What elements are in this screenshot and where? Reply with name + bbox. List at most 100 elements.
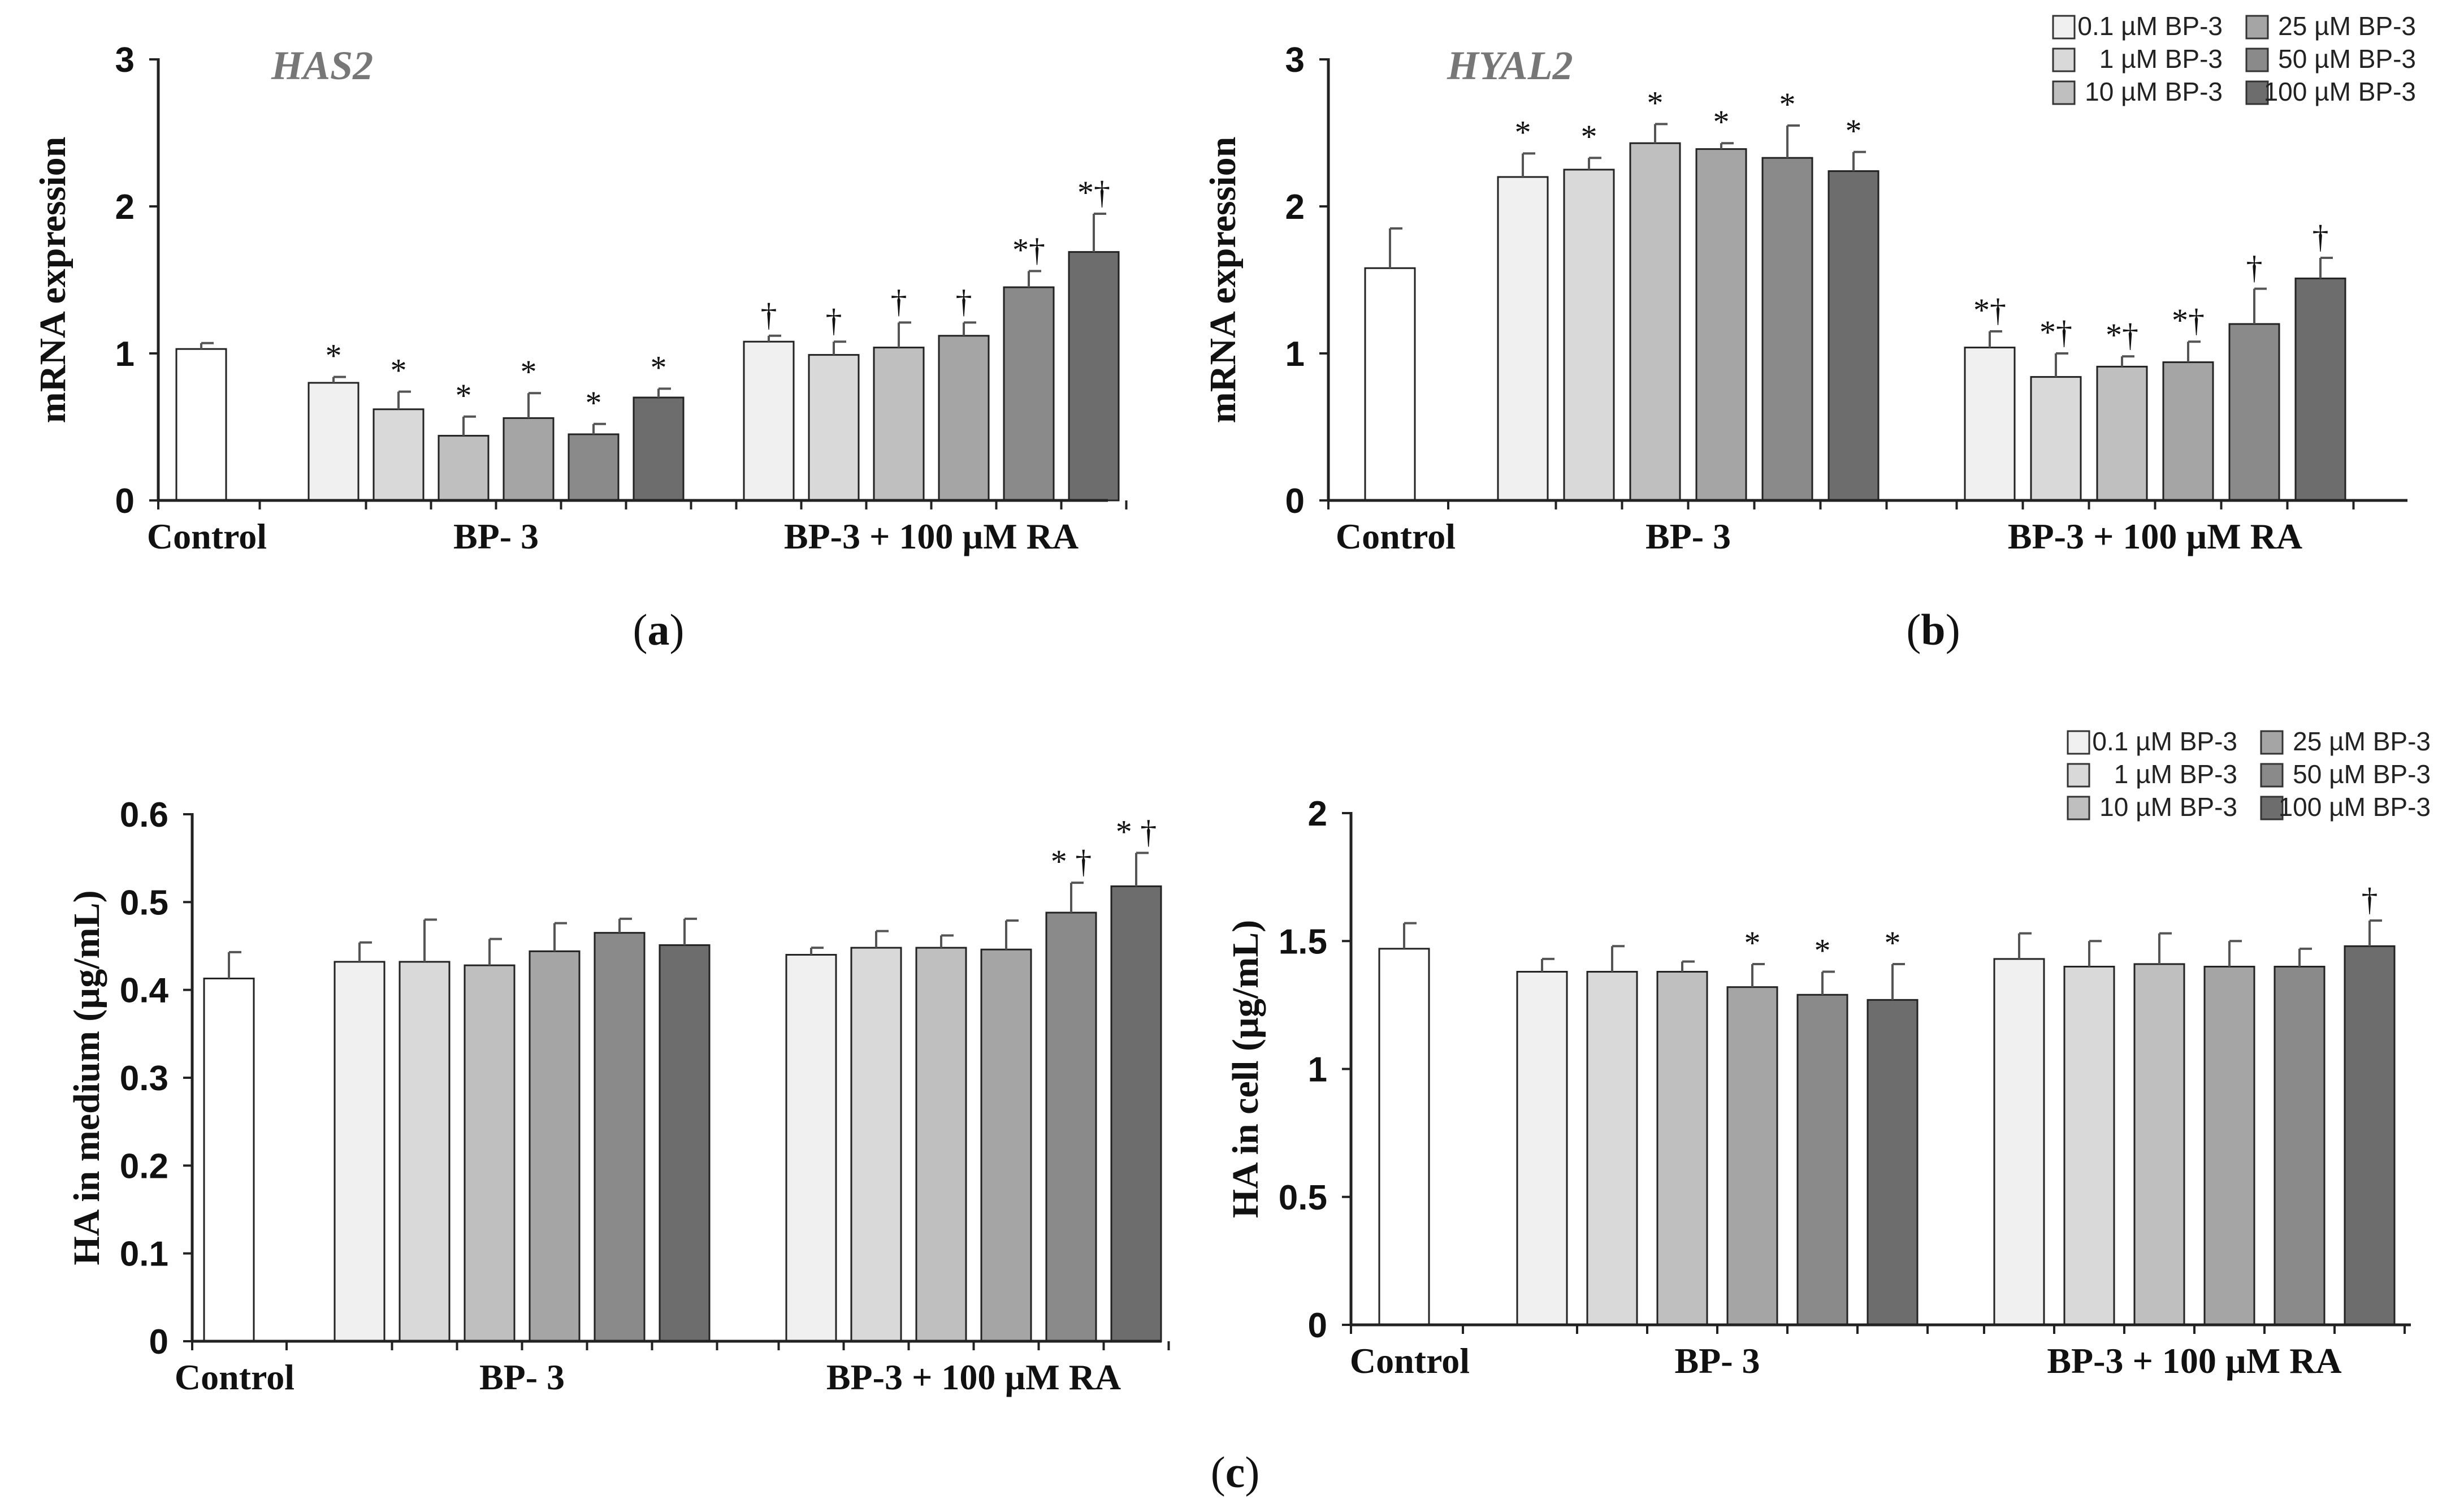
- significance-mark: †: [826, 302, 842, 339]
- bar-bp-3-100-m-ra-1: [2030, 376, 2082, 502]
- y-tick-label: 0.1: [120, 1235, 168, 1274]
- x-group-label: BP- 3: [1674, 1341, 1760, 1381]
- y-tick-label: 3: [1285, 41, 1305, 80]
- significance-mark: *: [1515, 114, 1531, 150]
- bar-bp-3-100-m-ra-0: [1993, 958, 2045, 1326]
- legend-label: 100 µM BP-3: [2264, 77, 2416, 106]
- x-group-label: BP-3 + 100 µM RA: [2047, 1341, 2341, 1381]
- bar-bp-3-100-m-ra-1: [2063, 966, 2115, 1326]
- significance-mark: *: [651, 349, 667, 386]
- significance-mark: *†: [1077, 174, 1110, 211]
- x-group-label: Control: [1336, 516, 1456, 556]
- y-axis-label: mRNA expression: [32, 137, 73, 424]
- significance-mark: * †: [1116, 813, 1157, 850]
- legend-label: 100 µM BP-3: [2279, 792, 2431, 822]
- bar-bp-3-100-m-ra-3: [2203, 966, 2255, 1326]
- x-group-label: Control: [1350, 1341, 1470, 1381]
- x-group-label: Control: [175, 1357, 295, 1397]
- y-tick-label: 2: [1285, 188, 1305, 227]
- legend-swatch: [2052, 80, 2076, 105]
- y-tick-label: 0.6: [120, 796, 168, 835]
- significance-mark: *: [1846, 113, 1862, 149]
- y-tick-label: 1: [115, 335, 135, 374]
- bar-control-0: [1364, 267, 1416, 502]
- significance-mark: *: [1744, 925, 1761, 961]
- significance-mark: *†: [2172, 302, 2205, 339]
- y-tick-label: 0.5: [120, 883, 168, 922]
- significance-mark: *: [1647, 84, 1664, 121]
- bar-bp-3-4: [1761, 157, 1813, 502]
- y-tick-label: 3: [115, 41, 135, 80]
- bar-bp-3-0: [1516, 971, 1568, 1326]
- y-tick-label: 0.2: [120, 1147, 168, 1186]
- subplot-label-c-text: c: [1225, 1448, 1245, 1497]
- bar-bp-3-100-m-ra-4: [1003, 286, 1055, 502]
- significance-mark: *: [1885, 925, 1901, 961]
- bar-bp-3-100-m-ra-2: [2133, 963, 2185, 1326]
- legend-swatch: [2260, 796, 2284, 820]
- legend-swatch: [2245, 15, 2269, 40]
- bar-bp-3-100-m-ra-1: [808, 354, 860, 502]
- bar-bp-3-100-m-ra-2: [2096, 365, 2148, 502]
- legend-label: 50 µM BP-3: [2293, 759, 2431, 789]
- y-tick-label: 2: [1308, 794, 1327, 833]
- legend-swatch: [2067, 796, 2090, 820]
- bar-bp-3-3: [503, 417, 555, 502]
- significance-mark: * †: [1051, 843, 1092, 880]
- significance-mark: *†: [2039, 314, 2072, 351]
- bar-bp-3-1: [373, 408, 425, 502]
- bar-bp-3-100-m-ra-0: [785, 954, 837, 1342]
- bar-bp-3-4: [594, 932, 646, 1342]
- significance-mark: *†: [1973, 292, 2006, 329]
- legend-swatch: [2260, 763, 2284, 788]
- x-group-label: BP- 3: [479, 1357, 565, 1397]
- y-tick-label: 0: [149, 1323, 168, 1362]
- panel-c-cell-chart: * * * † 0 0.5 1 1.5 2 Control BP- 3 BP-3 + 100 µM R…: [1225, 727, 2431, 1381]
- legend-label: 10 µM BP-3: [2099, 792, 2237, 822]
- significance-mark: *†: [2106, 317, 2138, 353]
- significance-mark: †: [956, 283, 972, 319]
- subplot-label-b-text: b: [1921, 605, 1945, 654]
- bar-bp-3-5: [659, 944, 711, 1342]
- bar-control-0: [203, 977, 255, 1342]
- bar-bp-3-3: [1695, 148, 1747, 502]
- x-group-label: BP-3 + 100 µM RA: [2008, 516, 2302, 556]
- bar-bp-3-100-m-ra-3: [938, 335, 990, 502]
- significance-mark: *: [1815, 932, 1831, 969]
- y-tick-label: 0.5: [1279, 1178, 1327, 1217]
- chart-title: HYAL2: [1447, 43, 1573, 88]
- subplot-label-b: (b): [1906, 605, 1960, 654]
- x-group-label: BP- 3: [453, 516, 539, 556]
- significance-mark: *: [586, 385, 602, 421]
- significance-mark: *: [391, 352, 407, 389]
- legend-label: 0.1 µM BP-3: [2077, 11, 2223, 41]
- significance-mark: †: [2313, 218, 2329, 255]
- legend: 0.1 µM BP-3 1 µM BP-310 µM BP-3 25 µM BP-3…: [2067, 727, 2431, 822]
- y-axis-label: mRNA expression: [1202, 137, 1244, 424]
- bar-bp-3-2: [1629, 142, 1681, 502]
- bar-bp-3-0: [334, 961, 386, 1342]
- bar-bp-3-0: [308, 382, 360, 502]
- significance-mark: *: [456, 377, 472, 414]
- legend-swatch: [2245, 80, 2269, 105]
- bar-bp-3-1: [399, 961, 451, 1342]
- significance-mark: *: [326, 338, 342, 374]
- x-group-label: BP- 3: [1645, 516, 1731, 556]
- bar-bp-3-100-m-ra-2: [915, 947, 967, 1342]
- bar-bp-3-100-m-ra-2: [873, 347, 925, 502]
- bar-control-0: [1378, 948, 1430, 1326]
- bar-bp-3-100-m-ra-4: [1045, 912, 1097, 1342]
- bar-bp-3-5: [1828, 170, 1880, 502]
- significance-mark: *: [521, 353, 537, 390]
- y-axis-label: HA in cell (µg/mL): [1225, 920, 1266, 1218]
- bar-bp-3-100-m-ra-0: [743, 340, 795, 502]
- subplot-label-a-text: a: [648, 605, 670, 654]
- bar-bp-3-100-m-ra-4: [2228, 323, 2280, 502]
- y-tick-label: 2: [115, 188, 135, 227]
- y-axis-label: HA in medium (µg/mL): [66, 890, 107, 1265]
- legend-label: 25 µM BP-3: [2293, 727, 2431, 756]
- bar-bp-3-2: [1656, 971, 1708, 1326]
- legend-swatch: [2052, 15, 2076, 40]
